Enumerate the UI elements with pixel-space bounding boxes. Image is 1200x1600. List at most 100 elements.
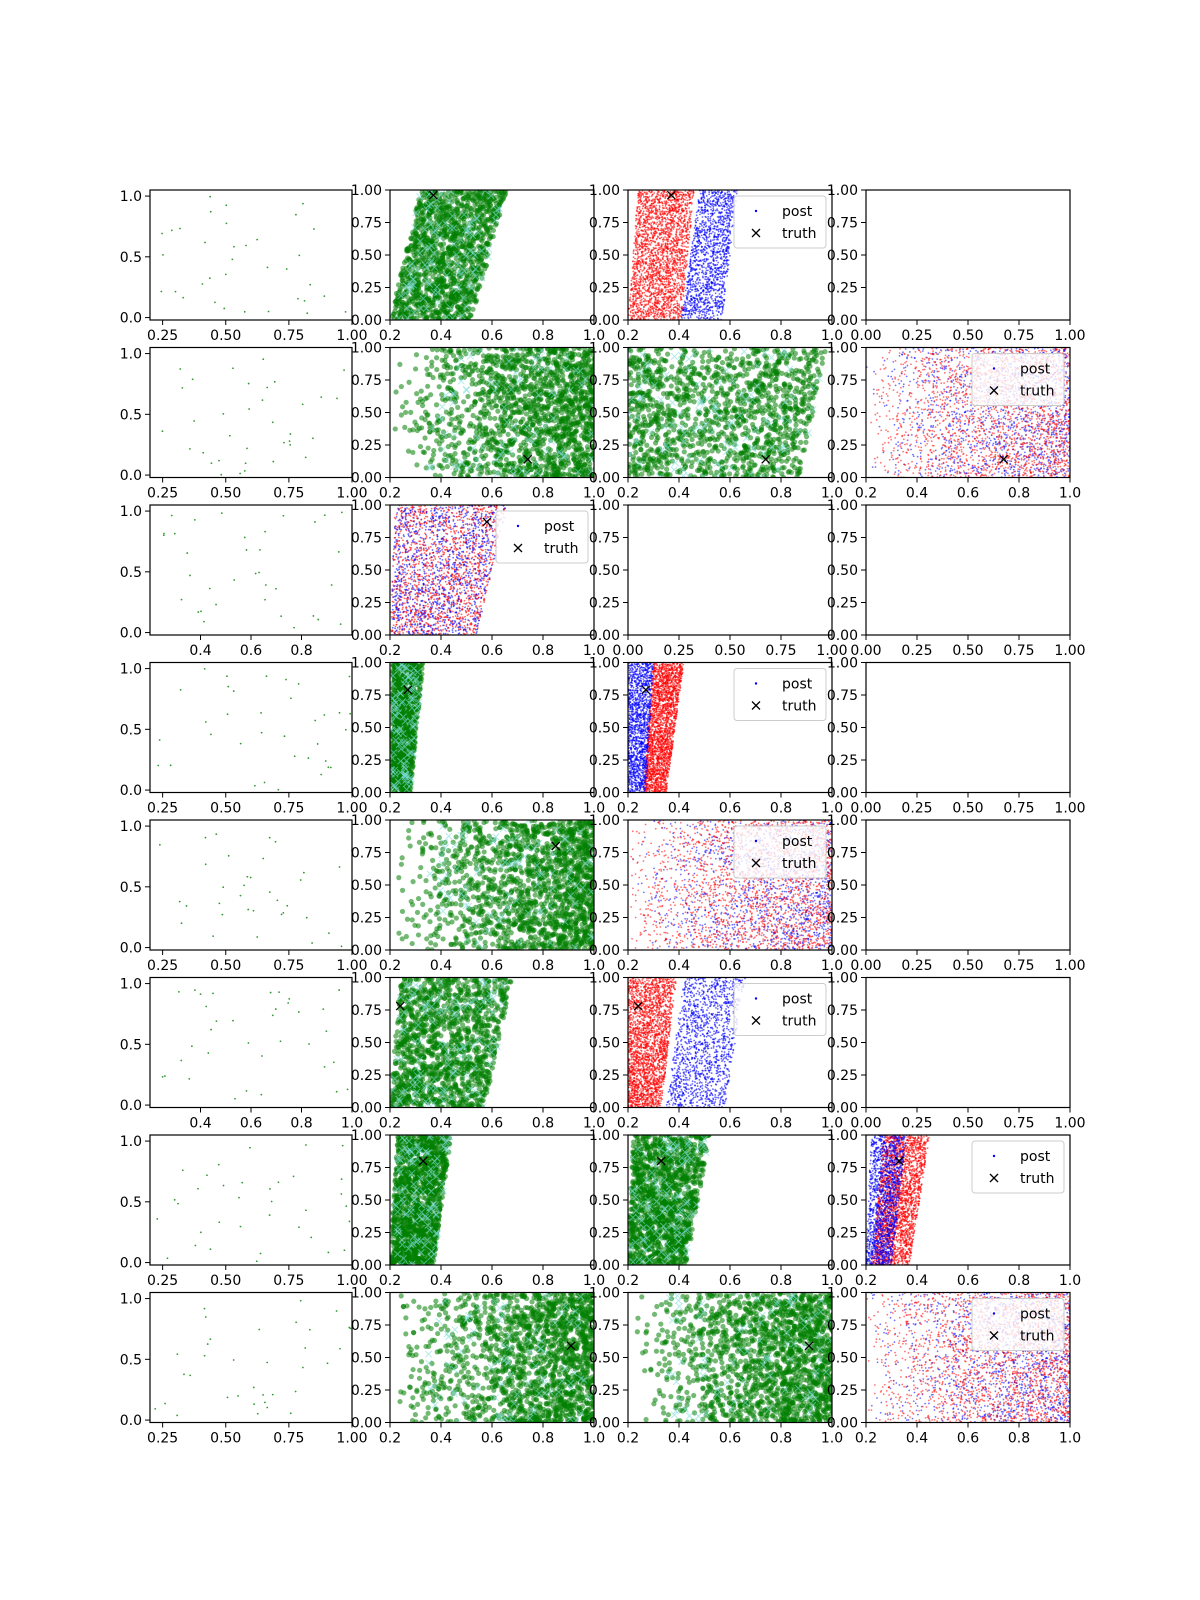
posterior-point [403, 287, 410, 294]
post-point-blue [724, 228, 727, 231]
post-point-red [656, 216, 659, 218]
post-point-red [676, 255, 678, 258]
posterior-point [402, 309, 408, 315]
posterior-point [419, 209, 425, 215]
post-point-red [662, 270, 665, 272]
post-point-red [678, 289, 680, 291]
post-point-blue [707, 266, 710, 268]
post-point-red [666, 257, 669, 260]
post-point-red [667, 302, 670, 304]
post-point-red [656, 309, 659, 312]
post-point-red [640, 273, 643, 275]
post-point-red [642, 223, 644, 226]
post-point-red [665, 280, 668, 283]
post-point-blue [723, 254, 726, 256]
sample-cross [446, 197, 454, 205]
post-point-red [687, 222, 689, 225]
post-point-red [641, 295, 643, 298]
post-point-red [663, 266, 666, 268]
post-point-red [655, 269, 658, 272]
post-point-red [656, 225, 659, 228]
post-point-blue [727, 222, 730, 225]
sample-cross [421, 245, 429, 253]
post-point-red [635, 226, 638, 228]
post-point-red [637, 214, 640, 217]
data-point [266, 266, 269, 269]
posterior-point [420, 230, 427, 236]
post-point-red [656, 198, 659, 200]
post-point-red [679, 264, 682, 266]
post-point-red [685, 196, 688, 199]
post-point-red [685, 209, 688, 212]
y-tick-label: 0.50 [351, 248, 382, 264]
post-point-red [637, 228, 640, 231]
y-tick-label: 0.00 [351, 313, 382, 329]
post-point-red [658, 216, 661, 219]
sample-cross [427, 257, 435, 265]
post-point-red [678, 216, 681, 218]
data-point [160, 290, 163, 293]
post-point-blue [720, 245, 723, 248]
post-point-red [644, 253, 647, 255]
post-point-red [667, 235, 670, 237]
posterior-point [473, 299, 479, 305]
post-point-red [644, 195, 647, 198]
post-point-blue [724, 217, 727, 220]
post-point-red [630, 306, 632, 309]
post-point-red [673, 203, 675, 206]
post-point-red [666, 252, 669, 255]
posterior-point [466, 196, 472, 203]
post-point-blue [709, 224, 712, 227]
data-point [209, 210, 212, 213]
post-point-red [639, 212, 642, 215]
post-point-blue [705, 236, 708, 238]
post-point-red [668, 262, 671, 265]
post-point-red [654, 299, 657, 301]
posterior-point [488, 234, 494, 240]
posterior-point [430, 235, 436, 241]
post-point-blue [691, 284, 694, 287]
sample-cross [491, 216, 500, 225]
post-point-red [688, 193, 690, 196]
post-point-red [671, 284, 673, 287]
post-point-red [666, 216, 669, 219]
post-point-red [677, 228, 680, 231]
post-point-red [649, 284, 652, 287]
post-point-red [637, 311, 639, 314]
post-point-red [649, 299, 652, 301]
post-point-blue [735, 192, 738, 195]
post-point-red [642, 205, 644, 208]
post-point-blue [728, 254, 731, 257]
post-point-blue [722, 267, 725, 270]
post-point-blue [703, 311, 706, 314]
post-point-red [649, 305, 652, 308]
data-point [302, 202, 304, 205]
post-point-red [654, 253, 657, 256]
post-point-red [642, 276, 645, 278]
post-point-red [683, 249, 686, 252]
post-point-red [635, 209, 638, 212]
post-point-blue [711, 230, 714, 233]
post-point-red [654, 241, 656, 244]
post-point-red [641, 264, 643, 267]
post-point-red [668, 315, 671, 317]
post-point-red [658, 300, 661, 303]
posterior-point [463, 192, 469, 198]
post-point-blue [705, 291, 707, 294]
post-point-red [678, 195, 681, 198]
post-point-red [658, 260, 661, 263]
post-point-red [681, 258, 684, 261]
post-point-blue [717, 248, 720, 250]
posterior-point [441, 226, 447, 232]
posterior-point [469, 190, 475, 195]
posterior-point [423, 292, 429, 298]
post-point-red [650, 222, 653, 224]
post-point-red [633, 268, 636, 270]
post-point-red [659, 309, 662, 312]
post-point-red [657, 296, 660, 299]
sample-cross [468, 284, 476, 292]
posterior-point [498, 196, 504, 202]
post-point-red [640, 209, 642, 212]
post-point-red [638, 193, 641, 195]
data-point [225, 204, 228, 207]
